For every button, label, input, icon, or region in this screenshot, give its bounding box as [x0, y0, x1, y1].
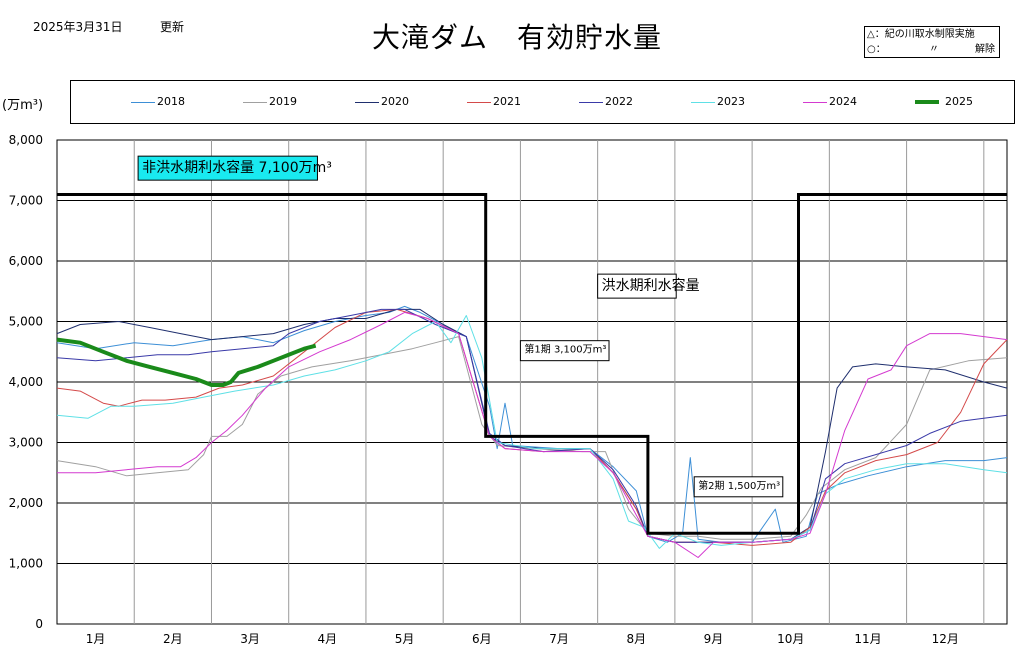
legend-swatch	[131, 102, 155, 103]
series-line-2025	[56, 337, 317, 387]
x-tick-label: 9月	[704, 632, 724, 646]
x-tick-label: 12月	[932, 632, 959, 646]
legend-swatch	[691, 102, 715, 103]
legend-label: 2018	[157, 95, 185, 108]
legend-swatch	[915, 100, 939, 104]
annotation-label: 洪水期利水容量	[602, 277, 700, 294]
restriction-note-box: △：紀の川取水制限実施 ○： 〃 解除	[864, 26, 1000, 58]
legend-swatch	[243, 102, 267, 103]
x-tick-label: 8月	[626, 632, 646, 646]
x-tick-label: 5月	[395, 632, 415, 646]
legend-label: 2023	[717, 95, 745, 108]
legend-label: 2020	[381, 95, 409, 108]
legend-label: 2022	[605, 95, 633, 108]
y-axis-unit: (万m³)	[2, 98, 44, 113]
x-tick-label: 11月	[854, 632, 881, 646]
legend-swatch	[803, 102, 827, 103]
x-tick-label: 1月	[86, 632, 106, 646]
update-date: 2025年3月31日	[33, 20, 123, 34]
annotation-label: 非洪水期利水容量 7,100万m³	[142, 159, 332, 176]
legend-swatch	[355, 102, 379, 103]
legend-label: 2024	[829, 95, 857, 108]
y-tick-label: 6,000	[9, 254, 43, 268]
x-tick-label: 7月	[549, 632, 569, 646]
note-ditto-mark: 〃	[929, 44, 939, 55]
x-tick-label: 6月	[472, 632, 492, 646]
note-release-word: 解除	[975, 44, 995, 55]
annotation-label: 第1期 3,100万m³	[524, 343, 606, 356]
legend-label: 2019	[269, 95, 297, 108]
x-tick-label: 4月	[318, 632, 338, 646]
x-tick-label: 2月	[163, 632, 183, 646]
capacity-line	[57, 193, 1007, 535]
series-line-2019	[56, 336, 1008, 540]
x-tick-label: 10月	[777, 632, 804, 646]
y-tick-label: 0	[35, 617, 43, 631]
annotation-box	[597, 273, 677, 299]
chart-title: 大滝ダム 有効貯水量	[372, 21, 663, 54]
y-tick-label: 2,000	[9, 496, 43, 510]
note-line-restriction: △：紀の川取水制限実施	[867, 29, 975, 40]
legend-swatch	[467, 102, 491, 103]
annotation-box	[519, 340, 610, 362]
series-line-2024	[57, 311, 1008, 558]
annotation-box	[137, 155, 318, 181]
y-tick-label: 3,000	[9, 436, 43, 450]
y-tick-label: 4,000	[9, 375, 43, 389]
y-tick-label: 8,000	[9, 133, 43, 147]
legend-label: 2021	[493, 95, 521, 108]
update-label: 更新	[160, 20, 185, 34]
note-release-symbol: ○：	[867, 44, 886, 55]
x-tick-label: 3月	[240, 632, 260, 646]
annotation-label: 第2期 1,500万m³	[698, 479, 780, 492]
y-tick-label: 1,000	[9, 557, 43, 571]
legend-label: 2025	[945, 95, 973, 108]
y-tick-label: 5,000	[9, 315, 43, 329]
legend: 2018 2019 2020 2021 2022 2023 2024 2025	[70, 80, 1015, 124]
note-line-release: ○： 〃 解除	[867, 42, 997, 57]
y-tick-label: 7,000	[9, 194, 43, 208]
annotation-box	[693, 476, 784, 498]
legend-swatch	[579, 102, 603, 103]
